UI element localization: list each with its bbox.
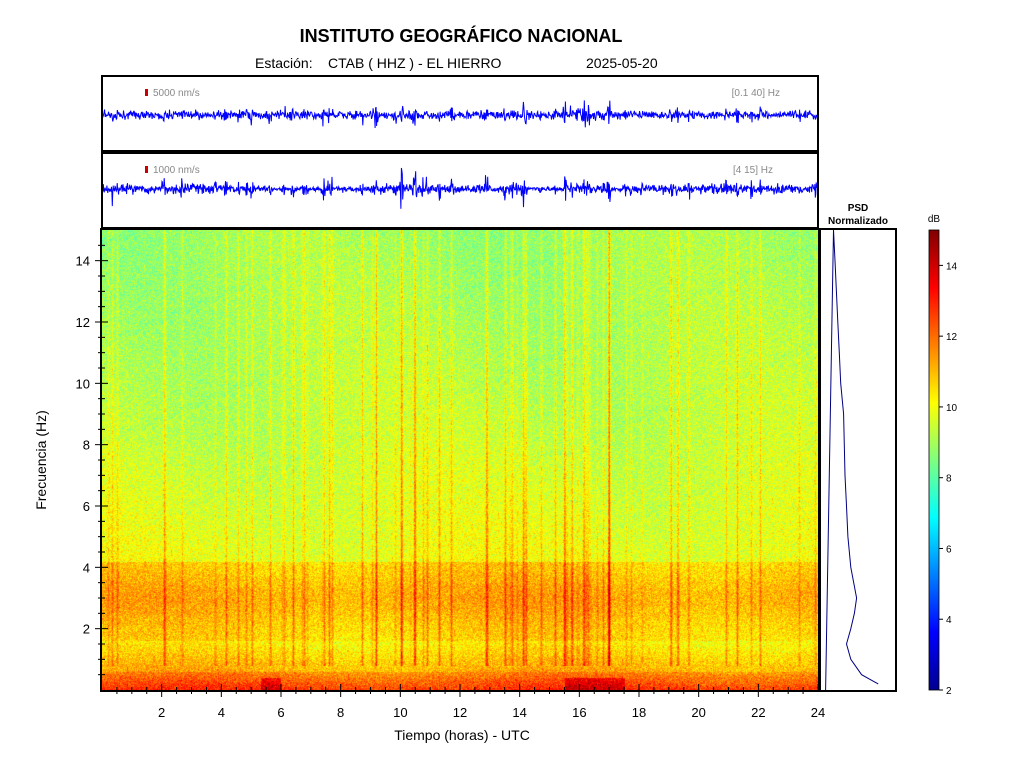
psd-subtitle: Normalizado (828, 216, 888, 227)
colorbar-tick-label: 10 (946, 403, 958, 414)
colorbar-tick-label: 2 (946, 686, 952, 697)
x-tick-label: 16 (572, 705, 586, 720)
y-tick-label: 2 (83, 622, 90, 637)
spectrogram-image (102, 230, 818, 690)
x-tick-label: 20 (691, 705, 705, 720)
colorbar-tick-label: 6 (946, 544, 952, 555)
y-tick-label: 12 (76, 315, 90, 330)
x-tick-label: 18 (632, 705, 646, 720)
y-tick-label: 4 (83, 560, 90, 575)
spectrogram-frame (100, 228, 820, 692)
station-label: Estación: (255, 55, 313, 71)
colorbar: dB 2 4 6 8 10 12 14 (928, 214, 958, 697)
waveform-trace-broadband (101, 100, 819, 129)
waveform-scale-label: 5000 nm/s (153, 88, 200, 99)
waveform-scale-bar (145, 89, 148, 96)
y-axis-label: Frecuencia (Hz) (33, 410, 49, 510)
colorbar-gradient (928, 229, 940, 691)
waveform-filter-label: [4 15] Hz (733, 165, 773, 176)
y-tick-label: 6 (83, 499, 90, 514)
psd-curve (825, 229, 879, 691)
x-tick-label: 14 (512, 705, 526, 720)
colorbar-tick-label: 8 (946, 474, 952, 485)
waveform-panel-broadband: 5000 nm/s [0.1 40] Hz (101, 75, 819, 152)
psd-panel: PSD Normalizado (819, 203, 897, 692)
x-tick-label: 2 (158, 705, 165, 720)
x-axis-ticks: 2 4 6 8 10 12 14 16 18 20 22 24 (116, 684, 825, 720)
y-tick-label: 8 (83, 438, 90, 453)
colorbar-tick-label: 14 (946, 261, 958, 272)
waveform-scale-bar (145, 166, 148, 173)
waveform-panel-filtered: 1000 nm/s [4 15] Hz (101, 152, 819, 229)
x-tick-label: 8 (337, 705, 344, 720)
x-tick-label: 10 (393, 705, 407, 720)
psd-title: PSD (848, 203, 869, 214)
x-tick-label: 24 (811, 705, 825, 720)
report-date: 2025-05-20 (586, 55, 658, 71)
psd-frame (819, 228, 897, 692)
x-tick-label: 4 (218, 705, 225, 720)
station-name: CTAB ( HHZ ) - EL HIERRO (328, 55, 502, 71)
y-tick-label: 10 (76, 376, 90, 391)
y-tick-label: 14 (76, 254, 90, 269)
x-tick-label: 6 (277, 705, 284, 720)
page-title: INSTITUTO GEOGRÁFICO NACIONAL (299, 26, 623, 46)
x-axis-label: Tiempo (horas) - UTC (394, 727, 530, 743)
y-axis-ticks: 2 4 6 8 10 12 14 (76, 244, 108, 676)
waveform-frame (101, 75, 819, 152)
colorbar-tick-label: 12 (946, 332, 958, 343)
x-tick-label: 22 (751, 705, 765, 720)
waveform-trace-filtered (101, 167, 819, 209)
waveform-filter-label: [0.1 40] Hz (732, 88, 780, 99)
waveform-scale-label: 1000 nm/s (153, 165, 200, 176)
colorbar-label: dB (928, 214, 941, 225)
colorbar-ticks: 2 4 6 8 10 12 14 (939, 261, 958, 697)
x-tick-label: 12 (453, 705, 467, 720)
colorbar-tick-label: 4 (946, 615, 952, 626)
